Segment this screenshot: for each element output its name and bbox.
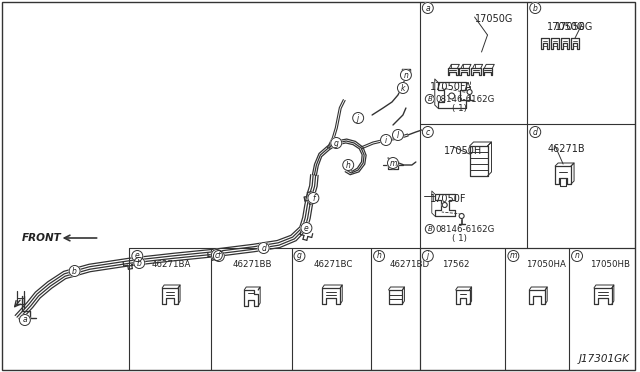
Text: a: a (22, 315, 27, 324)
Circle shape (387, 157, 399, 169)
Circle shape (381, 135, 392, 145)
Text: b: b (72, 266, 77, 276)
Circle shape (422, 126, 433, 138)
Text: e: e (135, 251, 140, 260)
Text: h: h (376, 251, 381, 260)
Text: f: f (312, 193, 315, 202)
Text: 08146-6162G: 08146-6162G (436, 225, 495, 234)
Text: 46271B: 46271B (547, 144, 585, 154)
Text: 17050G: 17050G (547, 22, 586, 32)
Circle shape (467, 90, 472, 94)
Circle shape (572, 250, 582, 262)
Circle shape (459, 214, 464, 218)
Text: d: d (533, 128, 538, 137)
Text: 46271BA: 46271BA (152, 260, 191, 269)
Text: k: k (401, 83, 405, 93)
Text: ( 1): ( 1) (452, 104, 467, 113)
Circle shape (132, 250, 143, 262)
Circle shape (442, 202, 447, 208)
Circle shape (422, 250, 433, 262)
Text: FRONT: FRONT (22, 233, 61, 243)
Text: ( 1): ( 1) (452, 234, 467, 243)
Text: i: i (385, 135, 387, 144)
Text: h: h (346, 160, 351, 170)
Text: m: m (509, 251, 517, 260)
Text: d: d (261, 244, 266, 253)
Text: 08146-6162G: 08146-6162G (436, 95, 495, 104)
Text: 17562: 17562 (442, 260, 470, 269)
Text: g: g (297, 251, 302, 260)
Circle shape (69, 266, 80, 276)
Circle shape (426, 94, 435, 103)
Text: j: j (357, 113, 359, 122)
Text: j: j (427, 251, 429, 260)
Text: 17050F: 17050F (430, 194, 467, 204)
Text: a: a (426, 3, 430, 13)
Text: n: n (575, 251, 579, 260)
Circle shape (331, 138, 342, 148)
Circle shape (508, 250, 519, 262)
Text: 46271BC: 46271BC (314, 260, 353, 269)
Text: c: c (426, 128, 430, 137)
Circle shape (211, 250, 222, 260)
Text: g: g (334, 138, 339, 148)
Text: f: f (218, 251, 220, 260)
Circle shape (422, 3, 433, 13)
Text: B: B (428, 96, 432, 102)
Text: c: c (215, 250, 219, 260)
Text: 17050HB: 17050HB (589, 260, 630, 269)
Circle shape (258, 243, 269, 253)
Text: 46271BB: 46271BB (233, 260, 273, 269)
Text: 17050G: 17050G (555, 22, 593, 32)
Text: l: l (397, 131, 399, 140)
Circle shape (392, 129, 403, 141)
Text: J17301GK: J17301GK (579, 354, 630, 364)
Circle shape (353, 112, 364, 124)
Text: e: e (304, 224, 309, 232)
Text: 17050FA: 17050FA (430, 82, 472, 92)
Circle shape (397, 83, 408, 93)
Circle shape (530, 3, 541, 13)
Circle shape (308, 192, 319, 203)
Circle shape (134, 257, 145, 269)
Text: m: m (389, 158, 397, 167)
Text: 17050G: 17050G (475, 14, 513, 24)
Circle shape (374, 250, 385, 262)
Text: 17050H: 17050H (444, 146, 482, 156)
Text: b: b (137, 259, 141, 267)
Circle shape (294, 250, 305, 262)
Text: 17050HA: 17050HA (525, 260, 566, 269)
Circle shape (449, 93, 454, 99)
Circle shape (301, 222, 312, 234)
Text: B: B (428, 226, 432, 232)
Circle shape (343, 160, 354, 170)
Circle shape (401, 70, 412, 80)
Circle shape (19, 314, 30, 326)
Text: n: n (403, 71, 408, 80)
Circle shape (426, 224, 435, 234)
Circle shape (213, 250, 225, 262)
Circle shape (530, 126, 541, 138)
Text: 46271BD: 46271BD (390, 260, 430, 269)
Text: b: b (533, 3, 538, 13)
